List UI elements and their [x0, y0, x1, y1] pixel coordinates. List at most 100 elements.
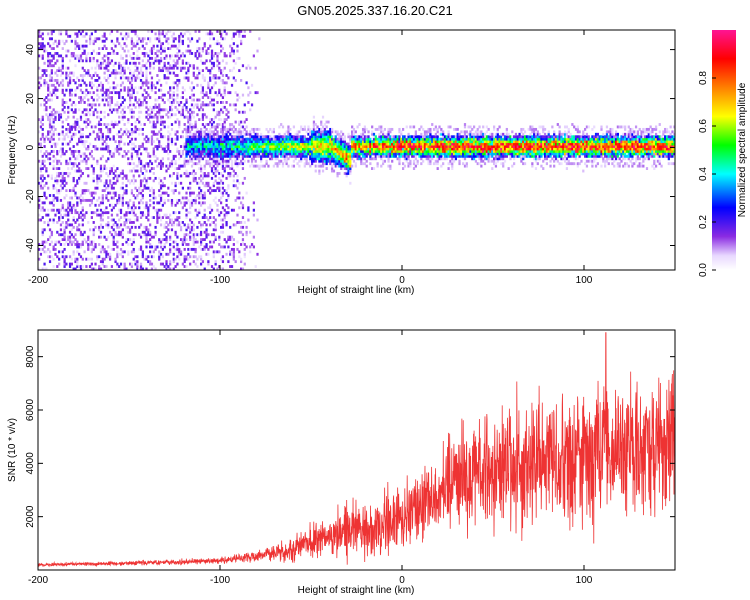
heatmap-cell [272, 154, 275, 158]
heatmap-cell [103, 265, 106, 268]
heatmap-cell [249, 132, 252, 136]
heatmap-cell [210, 208, 214, 212]
heatmap-cell [218, 66, 221, 70]
heatmap-cell [127, 32, 130, 36]
heatmap-cell [287, 147, 290, 151]
heatmap-cell [181, 221, 184, 224]
heatmap-cell [190, 247, 194, 251]
heatmap-cell [223, 66, 226, 70]
heatmap-cell [205, 184, 208, 188]
heatmap-cell [329, 150, 332, 153]
heatmap-cell [252, 140, 255, 144]
heatmap-cell [43, 49, 46, 53]
heatmap-cell [183, 247, 186, 251]
heatmap-cell [127, 66, 130, 70]
heatmap-cell [181, 91, 184, 95]
heatmap-cell [129, 96, 132, 99]
heatmap-cell [103, 189, 106, 193]
heatmap-cell [61, 255, 64, 259]
heatmap-cell [79, 245, 83, 249]
heatmap-cell [161, 66, 164, 70]
heatmap-cell [45, 169, 48, 173]
heatmap-cell [99, 179, 103, 183]
heatmap-cell [303, 150, 306, 153]
heatmap-cell [283, 157, 286, 161]
heatmap-cell [256, 132, 259, 136]
heatmap-cell [256, 135, 259, 139]
heatmap-cell [134, 32, 137, 36]
heatmap-cell [38, 86, 41, 90]
heatmap-cell [170, 54, 174, 58]
heatmap-cell [187, 66, 190, 70]
heatmap-cell [381, 135, 385, 139]
heatmap-cell [241, 196, 245, 200]
heatmap-cell [367, 150, 370, 153]
heatmap-cell [198, 137, 201, 141]
heatmap-cell [65, 118, 68, 122]
heatmap-cell [81, 233, 84, 237]
heatmap-cell [436, 157, 439, 161]
heatmap-cell [105, 167, 108, 170]
heatmap-cell [349, 172, 352, 175]
heatmap-cell [130, 225, 134, 229]
heatmap-cell [99, 110, 103, 114]
heatmap-cell [112, 238, 115, 242]
heatmap-cell [165, 76, 168, 80]
heatmap-cell [254, 127, 257, 131]
heatmap-cell [341, 150, 345, 153]
heatmap-cell [72, 179, 75, 183]
heatmap-cell [345, 174, 348, 178]
heatmap-cell [76, 169, 79, 173]
heatmap-cell [143, 47, 146, 50]
heatmap-cell [203, 140, 206, 144]
heatmap-cell [72, 154, 75, 158]
heatmap-cell [349, 169, 352, 173]
heatmap-cell [356, 152, 359, 156]
heatmap-cell [154, 247, 157, 251]
heatmap-cell [119, 233, 123, 237]
heatmap-cell [105, 238, 108, 242]
heatmap-cell [221, 245, 225, 249]
heatmap-cell [216, 132, 219, 136]
heatmap-cell [189, 154, 192, 158]
heatmap-cell [241, 154, 245, 158]
heatmap-cell [76, 181, 79, 185]
heatmap-cell [156, 245, 159, 249]
heatmap-cell [147, 152, 150, 156]
heatmap-cell [50, 125, 53, 129]
heatmap-cell [59, 179, 63, 183]
heatmap-cell [54, 167, 57, 170]
heatmap-cell [85, 159, 88, 163]
heatmap-cell [210, 61, 214, 65]
heatmap-cell [94, 39, 97, 43]
heatmap-cell [125, 32, 128, 36]
heatmap-cell [318, 130, 321, 134]
heatmap-cell [134, 105, 137, 109]
heatmap-cell [425, 150, 428, 153]
heatmap-cell [296, 132, 299, 136]
heatmap-cell [436, 150, 439, 153]
heatmap-cell [343, 150, 346, 153]
heatmap-cell [221, 147, 225, 151]
heatmap-cell [425, 147, 428, 151]
heatmap-cell [365, 127, 368, 131]
heatmap-cell [298, 154, 301, 158]
heatmap-cell [198, 152, 201, 156]
heatmap-cell [147, 81, 150, 85]
heatmap-cell [260, 154, 263, 158]
heatmap-cell [431, 140, 434, 144]
heatmap-cell [48, 130, 52, 134]
heatmap-cell [301, 152, 305, 156]
heatmap-cell [389, 130, 392, 134]
heatmap-cell [227, 174, 230, 178]
heatmap-cell [196, 83, 199, 87]
heatmap-cell [56, 208, 59, 212]
heatmap-cell [318, 132, 321, 136]
heatmap-cell [170, 108, 174, 112]
heatmap-cell [176, 262, 179, 266]
heatmap-cell [145, 216, 148, 219]
heatmap-cell [68, 172, 72, 175]
heatmap-cell [107, 186, 110, 190]
heatmap-cell [88, 37, 92, 41]
heatmap-cell [429, 142, 432, 146]
